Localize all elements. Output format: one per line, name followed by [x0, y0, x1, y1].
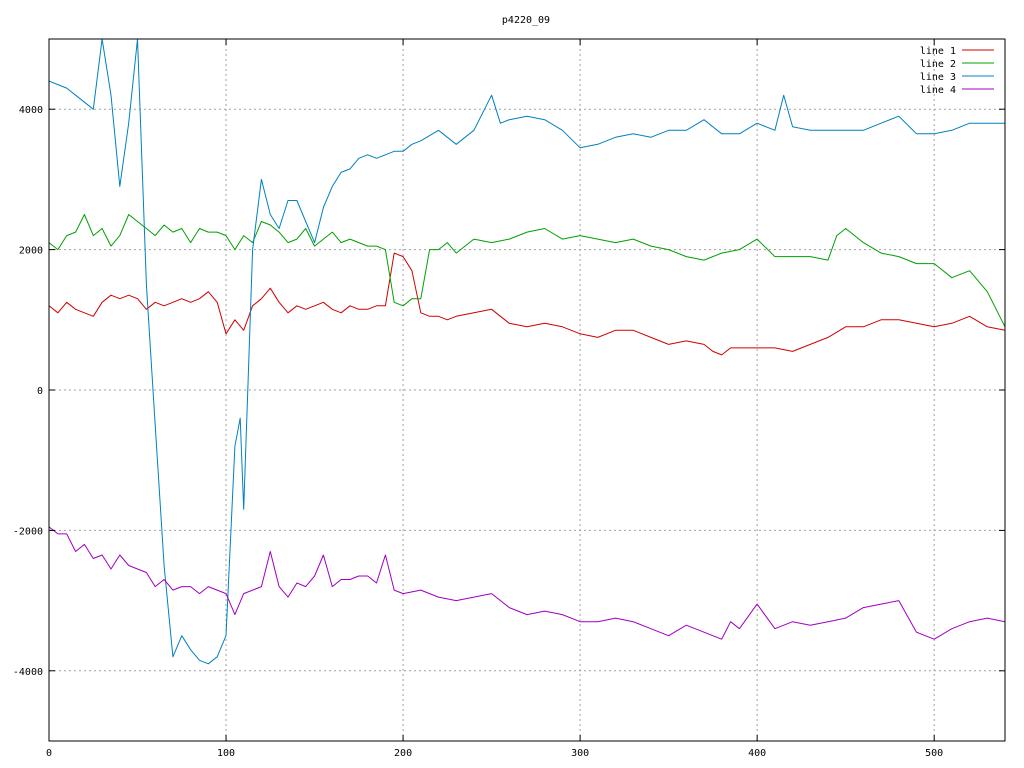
legend-label: line 3	[920, 72, 956, 83]
series-line-2	[49, 214, 1005, 328]
y-tick-label: 2000	[19, 246, 43, 257]
series-layer	[49, 39, 1005, 665]
y-tick-label: -4000	[13, 667, 43, 678]
series-line-1	[49, 252, 1005, 356]
x-tick-label: 500	[925, 748, 943, 759]
x-tick-label: 400	[748, 748, 766, 759]
x-tick-label: 200	[394, 748, 412, 759]
y-tick-label: 4000	[19, 105, 43, 116]
legend-label: line 4	[920, 85, 956, 96]
chart-title: p4220_09	[502, 15, 550, 26]
legend: line 1 line 2 line 3 line 4	[920, 46, 994, 96]
legend-label: line 2	[920, 59, 956, 70]
x-tick-label: 100	[217, 748, 235, 759]
series-line-3	[49, 39, 1005, 665]
legend-label: line 1	[920, 46, 956, 57]
series-line-4	[49, 526, 1005, 640]
y-tick-label: -2000	[13, 526, 43, 537]
grid	[49, 39, 1005, 741]
x-tick-label: 0	[46, 748, 52, 759]
y-tick-label: 0	[37, 386, 43, 397]
x-tick-label: 300	[571, 748, 589, 759]
ticks: 0 100 200 300 400 500 -4000 -2000 0 2000 4000	[13, 39, 1005, 759]
